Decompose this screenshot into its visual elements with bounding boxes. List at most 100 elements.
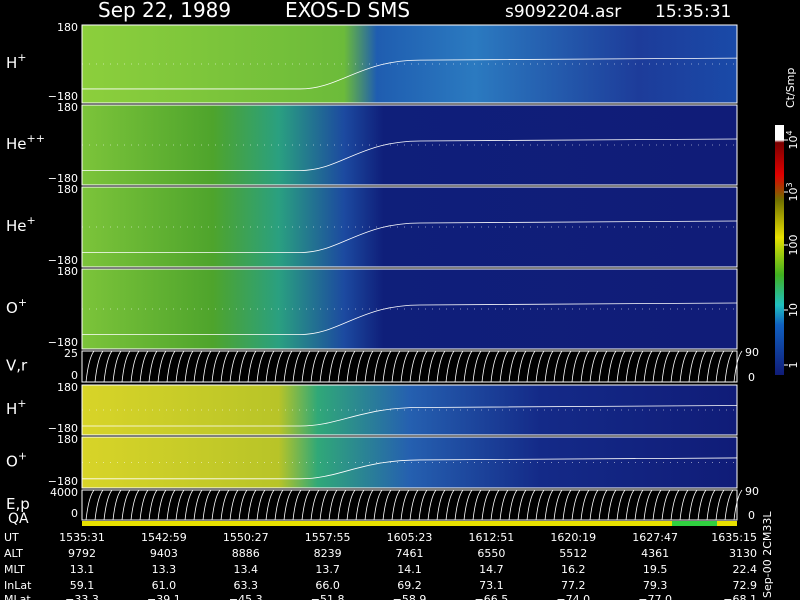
axis-bottom: −180 xyxy=(48,90,78,103)
cell: 1550:27 xyxy=(223,531,269,544)
cell: −39.1 xyxy=(147,593,181,600)
label-text: O xyxy=(6,299,18,317)
label-text: O xyxy=(6,453,18,471)
panel xyxy=(81,24,738,104)
cell: 3130 xyxy=(729,547,757,560)
row-label: InLat xyxy=(4,579,32,592)
axis-bottom: 0 xyxy=(71,507,78,520)
cell: 8886 xyxy=(232,547,260,560)
cell: 7461 xyxy=(396,547,424,560)
axis-top: 180 xyxy=(57,21,78,34)
colorbar-tick: 100 xyxy=(787,235,800,256)
colorbar-tick: 10 xyxy=(787,303,800,317)
row-label: MLat xyxy=(4,593,31,600)
date: Sep 22, 1989 xyxy=(98,0,231,22)
cell: 73.1 xyxy=(479,579,504,592)
tick-base: 10 xyxy=(787,136,800,150)
cell: 13.4 xyxy=(234,563,259,576)
axis-top: 25 xyxy=(64,347,78,360)
axis-right-top: 90 xyxy=(745,485,759,498)
cell: 1605:23 xyxy=(387,531,433,544)
tick-base: 10 xyxy=(787,303,800,317)
colorbar-tick: 104 xyxy=(785,130,800,149)
trace xyxy=(82,457,738,480)
axis-top: 180 xyxy=(57,433,78,446)
panel xyxy=(81,384,738,436)
trace xyxy=(85,350,743,383)
cell: −68.1 xyxy=(723,593,757,600)
axis-bottom: −180 xyxy=(48,172,78,185)
row-label: UT xyxy=(4,531,19,544)
cell: 69.2 xyxy=(397,579,422,592)
label-sup: + xyxy=(27,214,36,227)
axis-bottom: 0 xyxy=(71,369,78,382)
cell: −33.3 xyxy=(65,593,99,600)
trace xyxy=(82,405,738,427)
panel-label: O+ xyxy=(6,296,27,317)
axis-right-bottom: 0 xyxy=(748,371,755,384)
panel xyxy=(81,436,738,489)
label-sup: + xyxy=(17,397,26,410)
tick-exp: 4 xyxy=(785,130,794,135)
cell: 8239 xyxy=(314,547,342,560)
label-sup: + xyxy=(17,51,26,64)
panel-label: H+ xyxy=(6,397,27,418)
trace xyxy=(82,220,738,253)
row-label: ALT xyxy=(4,547,23,560)
trace xyxy=(82,138,738,171)
axis-top: 180 xyxy=(57,183,78,196)
axis-right-top: 90 xyxy=(745,346,759,359)
axis-top: 180 xyxy=(57,101,78,114)
cell: 14.7 xyxy=(479,563,504,576)
axis-bottom: −180 xyxy=(48,336,78,349)
cell: 14.1 xyxy=(397,563,422,576)
panel xyxy=(81,186,738,268)
panel-label: H+ xyxy=(6,51,27,72)
tick-exp: 3 xyxy=(785,182,794,187)
cell: 79.3 xyxy=(643,579,668,592)
panel-label: O+ xyxy=(6,450,27,471)
cell: 13.3 xyxy=(152,563,177,576)
cell: 22.4 xyxy=(733,563,758,576)
cell: −51.8 xyxy=(311,593,345,600)
cell: 9403 xyxy=(150,547,178,560)
panel-label: He++ xyxy=(6,132,45,153)
cell: 77.2 xyxy=(561,579,586,592)
row-label: MLT xyxy=(4,563,25,576)
axis-bottom: −180 xyxy=(48,475,78,488)
panel xyxy=(81,350,738,383)
qa-bar-segment xyxy=(672,521,717,526)
cell: 13.7 xyxy=(315,563,340,576)
cell: 72.9 xyxy=(733,579,758,592)
cell: 66.0 xyxy=(315,579,340,592)
cell: 16.2 xyxy=(561,563,586,576)
cell: 4361 xyxy=(641,547,669,560)
trace xyxy=(85,489,743,521)
cell: 9792 xyxy=(68,547,96,560)
axis-bottom: −180 xyxy=(48,422,78,435)
tick-base: 100 xyxy=(787,235,800,256)
axis-top: 180 xyxy=(57,265,78,278)
cell: 61.0 xyxy=(152,579,177,592)
label-sup: ++ xyxy=(27,132,45,145)
note: Sep-00 2CM33L xyxy=(761,511,774,598)
label-sup: + xyxy=(18,296,27,309)
cell: 63.3 xyxy=(234,579,259,592)
cell: 1612:51 xyxy=(469,531,515,544)
axis-bottom: −180 xyxy=(48,254,78,267)
label-text: H xyxy=(6,54,17,72)
cell: 1635:15 xyxy=(711,531,757,544)
trace xyxy=(82,57,738,90)
time: 15:35:31 xyxy=(655,2,731,22)
colorbar-tick: 1 xyxy=(787,362,800,369)
cell: 6550 xyxy=(477,547,505,560)
cell: 1557:55 xyxy=(305,531,351,544)
axis-top: 4000 xyxy=(50,486,78,499)
panel-label: He+ xyxy=(6,214,36,235)
panel-label: V,r xyxy=(6,357,28,375)
tick-base: 1 xyxy=(787,362,800,369)
cell: 5512 xyxy=(559,547,587,560)
file: s9092204.asr xyxy=(505,2,621,22)
trace xyxy=(82,302,738,335)
cell: −66.5 xyxy=(475,593,509,600)
